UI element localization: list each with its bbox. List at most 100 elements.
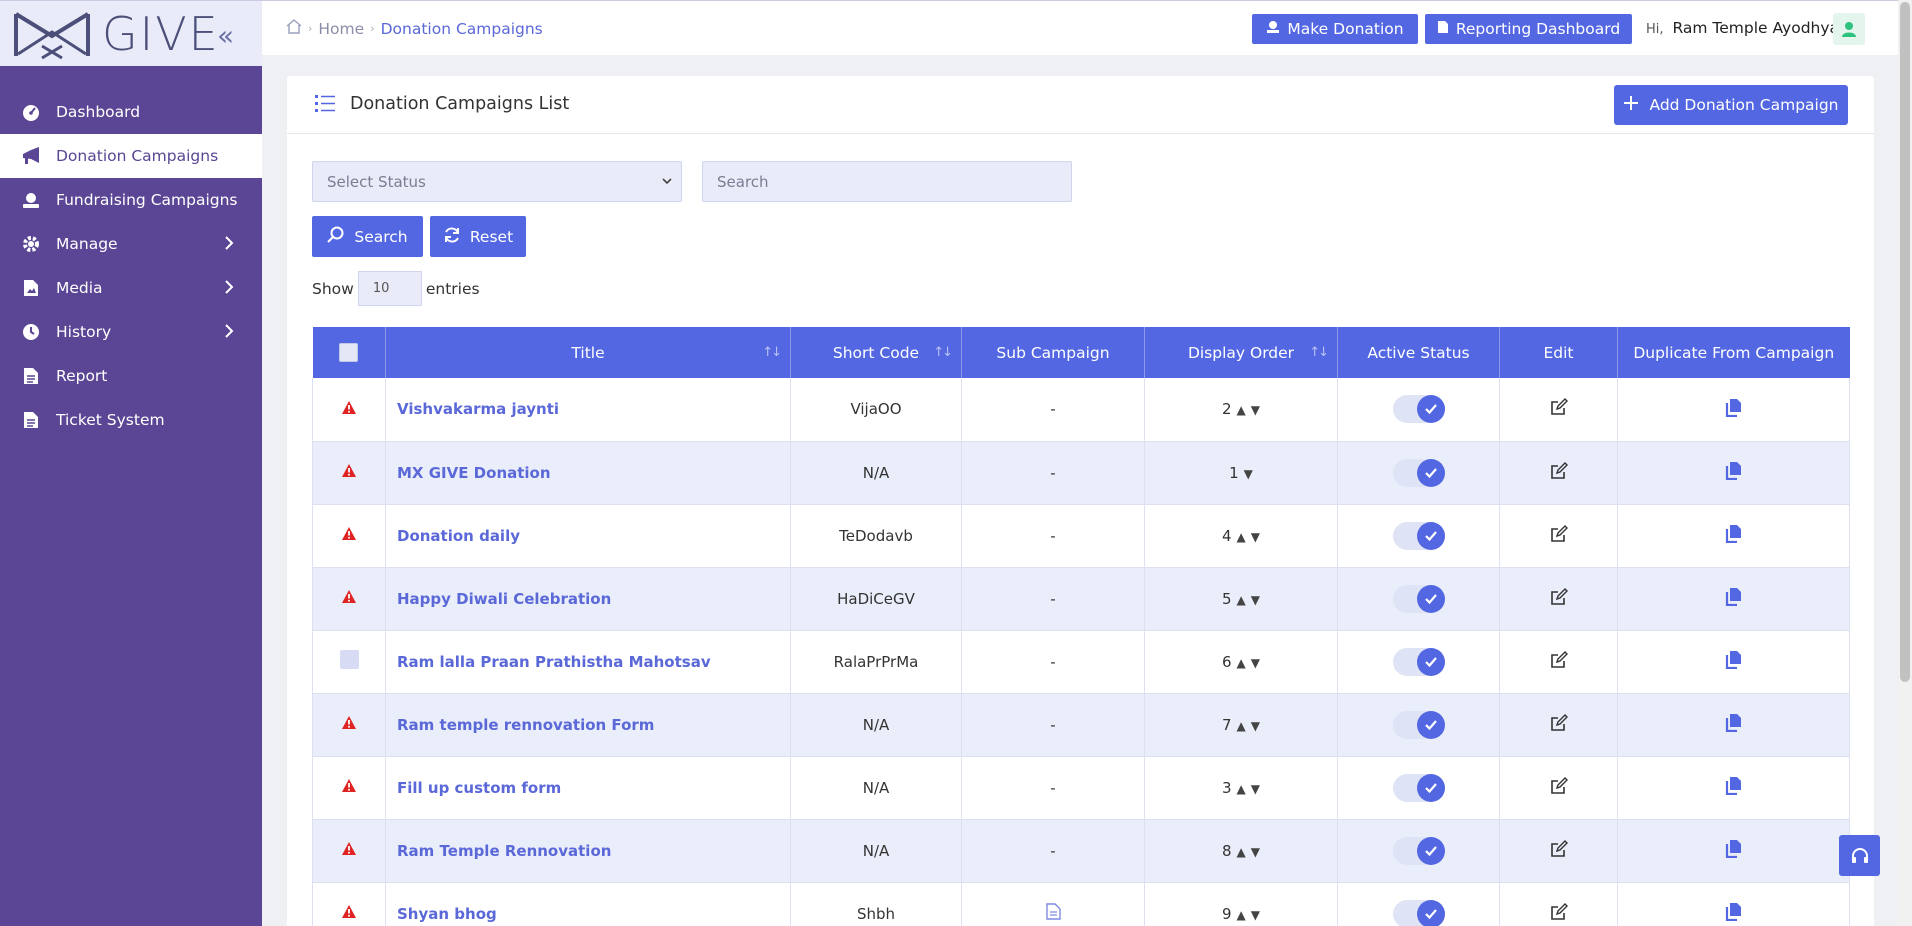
sidebar-item-media[interactable]: Media [0,266,262,310]
sidebar-item-manage[interactable]: Manage [0,222,262,266]
order-up-icon[interactable]: ▲ [1236,403,1246,418]
campaign-title-link[interactable]: Shyan bhog [385,882,791,926]
edit-icon[interactable] [1550,524,1568,547]
sub-campaign-value: - [1050,463,1056,482]
active-status-toggle[interactable] [1392,899,1445,926]
breadcrumb-home[interactable]: Home [318,19,365,38]
search-button[interactable]: Search [312,216,423,257]
copy-icon[interactable] [1725,903,1742,925]
reporting-dashboard-button[interactable]: Reporting Dashboard [1425,14,1632,44]
edit-icon[interactable] [1550,587,1568,610]
short-code-column-header[interactable]: Short Code ↑↓ [790,327,962,378]
order-down-icon[interactable]: ▼ [1250,907,1260,922]
active-status-toggle[interactable] [1392,647,1445,676]
title-column-header[interactable]: Title ↑↓ [385,327,791,378]
edit-icon[interactable] [1550,461,1568,484]
order-down-icon[interactable]: ▼ [1250,592,1260,607]
sidebar-item-ticket-system[interactable]: Ticket System [0,398,262,442]
clock-icon [20,321,42,343]
order-up-icon[interactable]: ▲ [1236,718,1246,733]
order-up-icon[interactable]: ▲ [1236,907,1246,922]
table-row: Fill up custom form N/A - 3 ▲ ▼ [312,756,1850,820]
campaign-title-link[interactable]: Ram Temple Rennovation [385,819,791,883]
campaign-title-link[interactable]: Vishvakarma jaynti [385,378,791,442]
select-all-checkbox[interactable] [339,343,359,362]
order-up-icon[interactable]: ▲ [1236,655,1246,670]
campaign-title-link[interactable]: Donation daily [385,504,791,568]
refresh-icon [443,226,461,248]
make-donation-button[interactable]: Make Donation [1252,14,1418,44]
search-input[interactable]: Search [702,161,1072,202]
order-up-icon[interactable]: ▲ [1236,844,1246,859]
table-row: Vishvakarma jaynti VijaOO - 2 ▲ ▼ [312,378,1850,442]
chevron-right-icon [224,279,234,299]
campaign-title-link[interactable]: Ram lalla Praan Prathistha Mahotsav [385,630,791,694]
edit-icon[interactable] [1550,839,1568,862]
campaign-title-link[interactable]: Ram temple rennovation Form [385,693,791,757]
headset-icon[interactable] [1839,835,1880,876]
copy-icon[interactable] [1725,588,1742,610]
sort-icon[interactable]: ↑↓ [933,345,953,360]
copy-icon[interactable] [1725,714,1742,736]
sub-campaign-cell: - [961,567,1145,631]
copy-icon[interactable] [1725,398,1742,421]
copy-icon[interactable] [1725,525,1742,547]
check-icon [1416,647,1445,676]
campaign-title-link[interactable]: Fill up custom form [385,756,791,820]
sub-campaign-value: - [1050,526,1056,545]
edit-icon[interactable] [1550,902,1568,925]
add-donation-campaign-button[interactable]: Add Donation Campaign [1614,85,1848,125]
order-up-icon[interactable]: ▲ [1236,529,1246,544]
sidebar-item-donation-campaigns[interactable]: Donation Campaigns [0,134,262,178]
copy-icon[interactable] [1725,462,1742,484]
home-icon[interactable] [286,19,302,38]
display-order-column-header[interactable]: Display Order ↑↓ [1144,327,1338,378]
active-status-toggle[interactable] [1392,710,1445,739]
sub-campaign-header-label: Sub Campaign [996,343,1110,362]
active-status-toggle[interactable] [1392,836,1445,865]
sort-icon[interactable]: ↑↓ [1309,345,1329,360]
order-down-icon[interactable]: ▼ [1250,781,1260,796]
sort-icon[interactable]: ↑↓ [762,345,782,360]
active-status-toggle[interactable] [1392,458,1445,487]
active-status-toggle[interactable] [1392,395,1445,424]
display-order-value: 4 [1221,526,1232,545]
active-status-cell [1337,630,1500,694]
sidebar-item-fundraising-campaigns[interactable]: Fundraising Campaigns [0,178,262,222]
order-down-icon[interactable]: ▼ [1243,466,1253,481]
order-down-icon[interactable]: ▼ [1250,529,1260,544]
table-header-row: Title ↑↓ Short Code ↑↓ Sub Campaign Displa… [312,327,1850,378]
order-down-icon[interactable]: ▼ [1250,844,1260,859]
sidebar-item-history[interactable]: History [0,310,262,354]
edit-icon[interactable] [1550,398,1568,420]
edit-icon[interactable] [1550,776,1568,799]
campaign-title-link[interactable]: Happy Diwali Celebration [385,567,791,631]
copy-icon[interactable] [1725,777,1742,799]
sidebar-item-report[interactable]: Report [0,354,262,398]
active-status-toggle[interactable] [1392,521,1445,550]
active-status-toggle[interactable] [1392,773,1445,802]
check-icon [1416,836,1445,865]
order-up-icon[interactable]: ▲ [1236,592,1246,607]
display-order-value: 1 [1229,463,1239,482]
sidebar-item-dashboard[interactable]: Dashboard [0,90,262,134]
copy-icon[interactable] [1725,840,1742,862]
edit-icon[interactable] [1550,650,1568,673]
page-size-select[interactable]: 10 [357,271,422,306]
scrollbar-thumb[interactable] [1900,2,1910,682]
order-down-icon[interactable]: ▼ [1250,718,1260,733]
edit-icon[interactable] [1550,713,1568,736]
row-checkbox[interactable] [339,650,359,669]
sub-campaign-doc-icon[interactable] [1045,903,1061,924]
reset-button[interactable]: Reset [430,216,526,257]
order-up-icon[interactable]: ▲ [1236,781,1246,796]
order-down-icon[interactable]: ▼ [1250,655,1260,670]
copy-icon[interactable] [1725,651,1742,673]
duplicate-cell [1617,504,1850,568]
double-chevron-left-icon[interactable]: « [217,19,235,52]
status-select[interactable]: Select Status [312,161,682,202]
campaign-title-link[interactable]: MX GIVE Donation [385,441,791,505]
active-status-toggle[interactable] [1392,584,1445,613]
order-down-icon[interactable]: ▼ [1250,403,1260,418]
user-icon[interactable] [1833,13,1865,45]
